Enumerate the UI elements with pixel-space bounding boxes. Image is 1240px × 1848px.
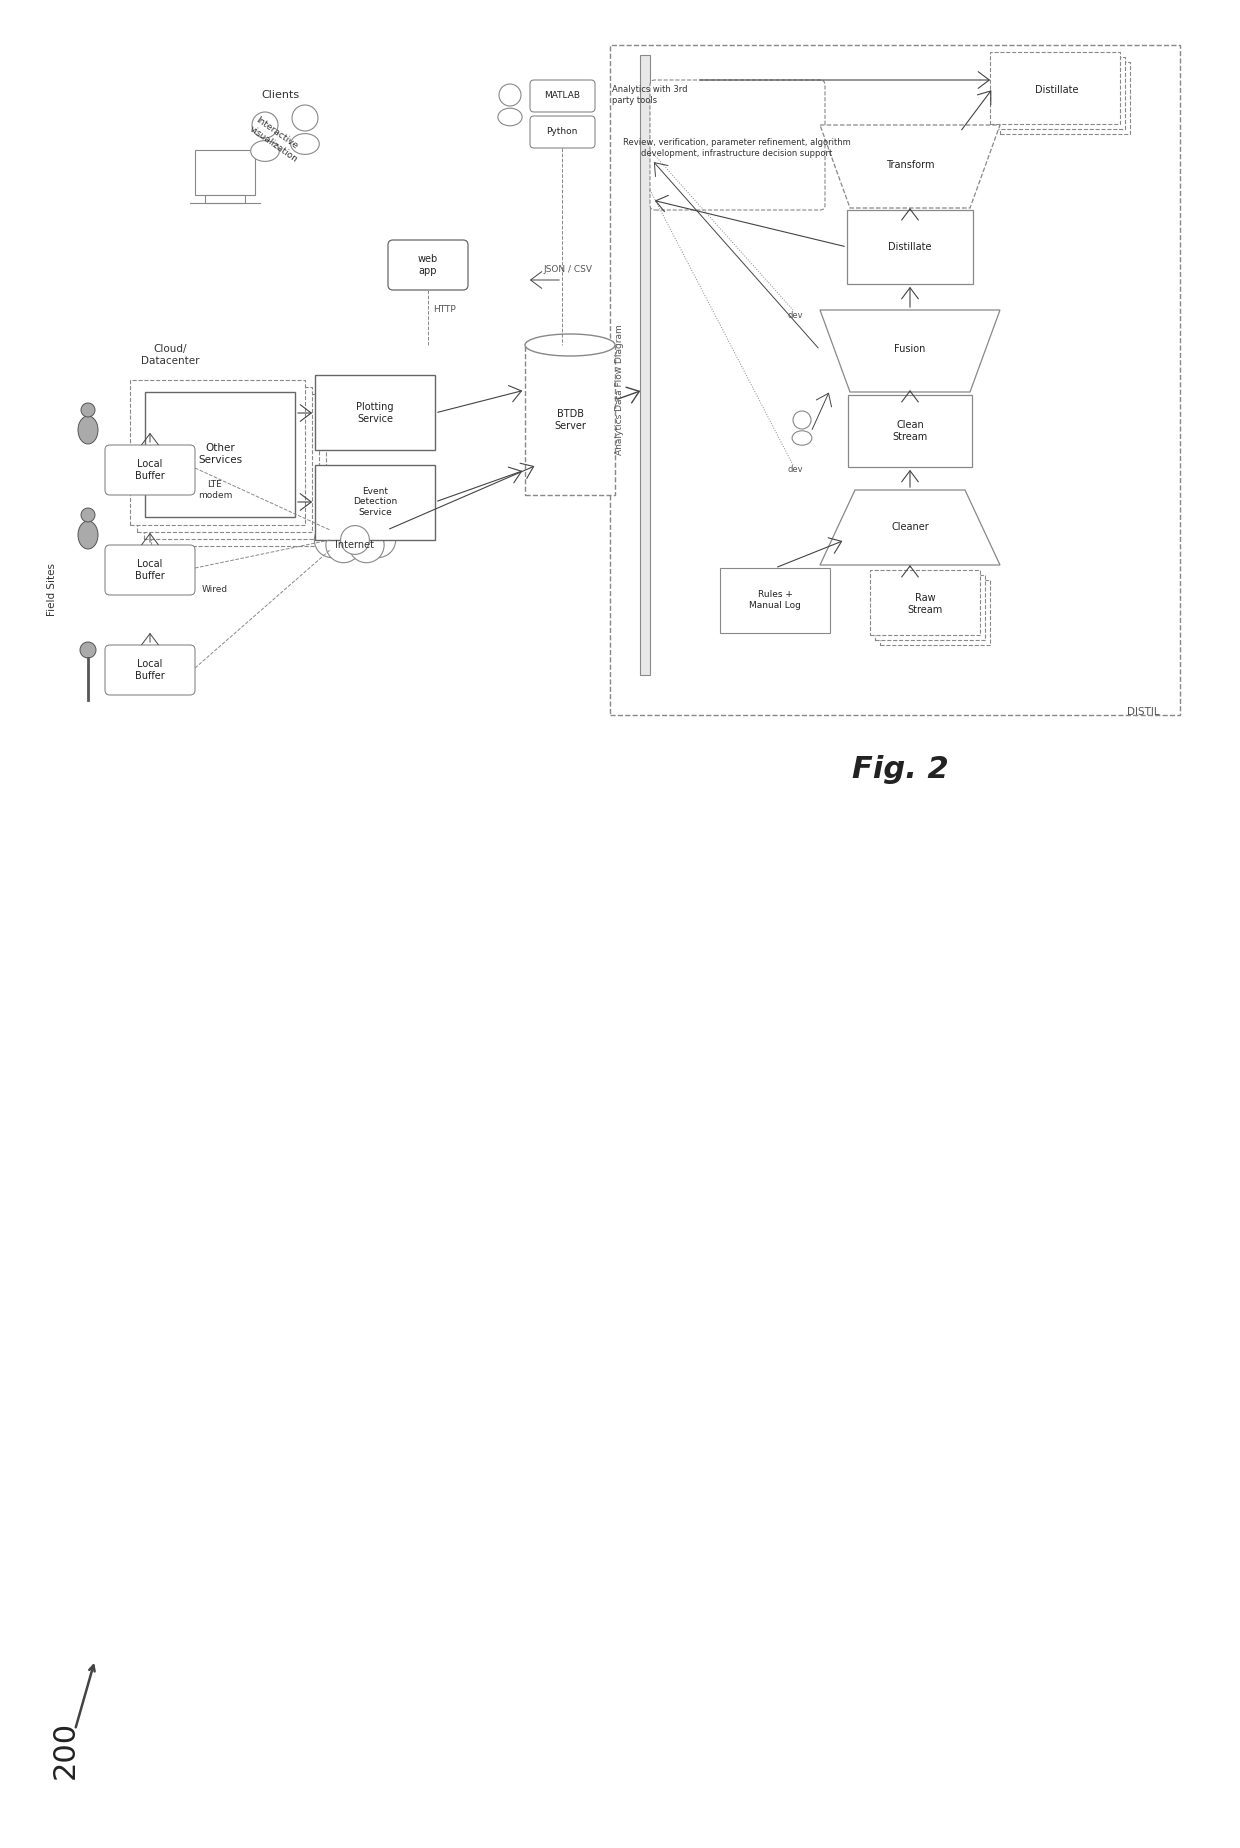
FancyBboxPatch shape xyxy=(610,44,1180,715)
FancyBboxPatch shape xyxy=(650,79,825,211)
Circle shape xyxy=(348,527,384,564)
FancyBboxPatch shape xyxy=(870,569,980,636)
FancyBboxPatch shape xyxy=(195,150,255,196)
FancyBboxPatch shape xyxy=(105,545,195,595)
Circle shape xyxy=(252,113,278,139)
Text: Python: Python xyxy=(547,128,578,137)
Text: Analytics Data Flow Diagram: Analytics Data Flow Diagram xyxy=(615,325,625,455)
Text: Wired: Wired xyxy=(202,586,228,595)
Text: BTDB
Server: BTDB Server xyxy=(554,408,587,431)
FancyBboxPatch shape xyxy=(875,575,985,639)
Ellipse shape xyxy=(81,508,95,521)
Text: Local
Buffer: Local Buffer xyxy=(135,660,165,680)
Text: Interactive
visualization: Interactive visualization xyxy=(248,116,306,164)
FancyBboxPatch shape xyxy=(105,445,195,495)
FancyBboxPatch shape xyxy=(130,381,305,525)
Circle shape xyxy=(291,105,317,131)
FancyBboxPatch shape xyxy=(105,645,195,695)
Polygon shape xyxy=(820,490,999,565)
Text: web
app: web app xyxy=(418,255,438,275)
FancyBboxPatch shape xyxy=(525,346,615,495)
Circle shape xyxy=(341,525,370,554)
Text: Fig. 2: Fig. 2 xyxy=(852,756,949,785)
Text: Rules +
Manual Log: Rules + Manual Log xyxy=(749,590,801,610)
FancyBboxPatch shape xyxy=(720,567,830,634)
Text: Review, verification, parameter refinement, algorithm
development, infrastructur: Review, verification, parameter refineme… xyxy=(624,139,851,157)
Ellipse shape xyxy=(792,431,812,445)
Circle shape xyxy=(337,510,372,545)
FancyBboxPatch shape xyxy=(315,375,435,451)
Text: Local
Buffer: Local Buffer xyxy=(135,560,165,580)
Polygon shape xyxy=(820,310,999,392)
Text: Plotting
Service: Plotting Service xyxy=(356,403,394,423)
Text: Internet: Internet xyxy=(336,540,374,551)
FancyBboxPatch shape xyxy=(144,394,319,540)
Ellipse shape xyxy=(250,140,279,161)
Ellipse shape xyxy=(78,521,98,549)
Ellipse shape xyxy=(498,109,522,126)
Ellipse shape xyxy=(525,334,615,357)
FancyBboxPatch shape xyxy=(145,392,295,517)
FancyBboxPatch shape xyxy=(847,211,973,285)
Text: JSON / CSV: JSON / CSV xyxy=(543,266,593,275)
FancyBboxPatch shape xyxy=(388,240,467,290)
Text: Raw
Stream: Raw Stream xyxy=(908,593,942,615)
Text: Distillate: Distillate xyxy=(1035,85,1079,94)
Circle shape xyxy=(326,527,361,564)
FancyBboxPatch shape xyxy=(136,386,312,532)
Ellipse shape xyxy=(78,416,98,444)
FancyBboxPatch shape xyxy=(848,395,972,468)
Text: Local
Buffer: Local Buffer xyxy=(135,458,165,480)
FancyBboxPatch shape xyxy=(640,55,650,675)
Text: Distillate: Distillate xyxy=(888,242,931,251)
FancyBboxPatch shape xyxy=(994,57,1125,129)
Text: 200: 200 xyxy=(51,1720,79,1780)
Text: Fusion: Fusion xyxy=(894,344,926,355)
Text: Event
Detection
Service: Event Detection Service xyxy=(353,488,397,517)
Text: DISTIL: DISTIL xyxy=(1127,708,1159,717)
Text: Clean
Stream: Clean Stream xyxy=(893,419,928,442)
FancyBboxPatch shape xyxy=(315,466,435,540)
Text: Analytics with 3rd
party tools: Analytics with 3rd party tools xyxy=(613,85,687,105)
Circle shape xyxy=(352,512,388,547)
Circle shape xyxy=(498,83,521,105)
Text: LTE
modem: LTE modem xyxy=(198,480,232,499)
Circle shape xyxy=(794,410,811,429)
Polygon shape xyxy=(820,126,999,209)
Ellipse shape xyxy=(290,133,320,155)
Text: MATLAB: MATLAB xyxy=(544,92,580,100)
FancyBboxPatch shape xyxy=(999,63,1130,135)
Circle shape xyxy=(81,641,95,658)
FancyBboxPatch shape xyxy=(529,79,595,113)
Text: dev: dev xyxy=(787,310,802,320)
Circle shape xyxy=(322,512,357,547)
Circle shape xyxy=(337,523,372,558)
FancyBboxPatch shape xyxy=(529,116,595,148)
Circle shape xyxy=(315,523,350,558)
Text: Cleaner: Cleaner xyxy=(892,521,929,532)
FancyBboxPatch shape xyxy=(151,401,326,545)
Text: dev: dev xyxy=(787,466,802,475)
Text: Cloud/
Datacenter: Cloud/ Datacenter xyxy=(141,344,200,366)
Text: Field Sites: Field Sites xyxy=(47,564,57,617)
Text: HTTP: HTTP xyxy=(434,305,456,314)
Text: Clients: Clients xyxy=(260,91,299,100)
Text: Other
Services: Other Services xyxy=(198,444,242,466)
FancyBboxPatch shape xyxy=(205,196,246,203)
Text: Transform: Transform xyxy=(885,161,934,170)
Circle shape xyxy=(361,523,396,558)
FancyBboxPatch shape xyxy=(880,580,990,645)
Ellipse shape xyxy=(81,403,95,418)
FancyBboxPatch shape xyxy=(990,52,1120,124)
